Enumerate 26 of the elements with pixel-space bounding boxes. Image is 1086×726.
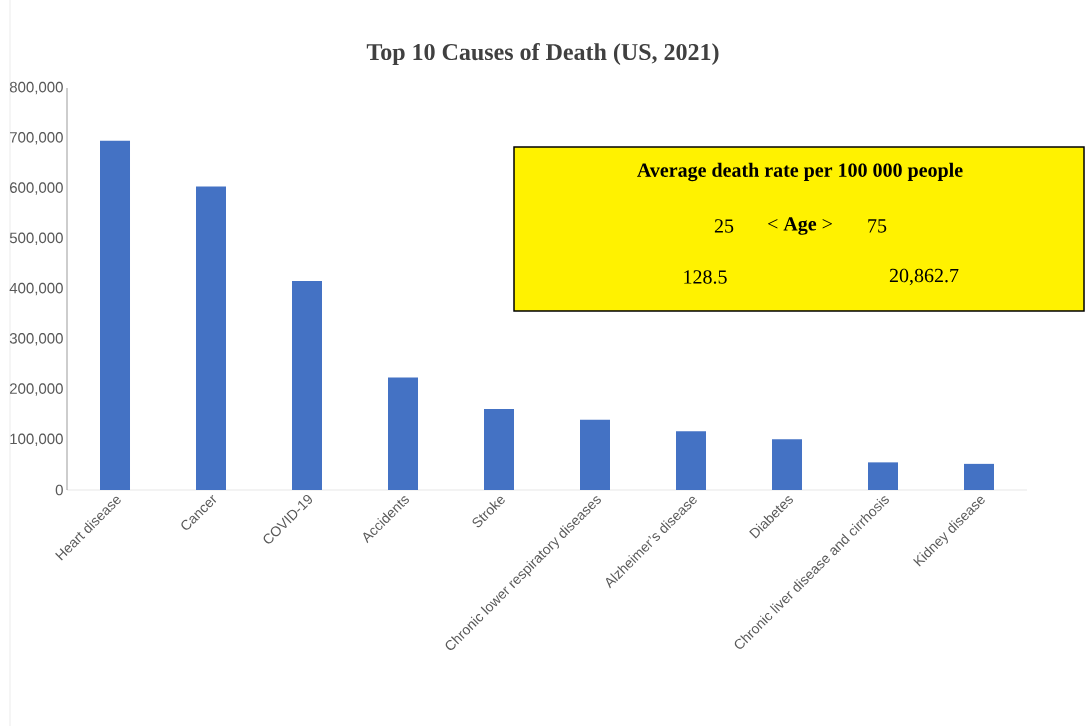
- y-tick-label: 700,000: [10, 132, 63, 145]
- annotation: 128.5: [684, 270, 727, 284]
- y-tick-label: 300,000: [9, 333, 63, 346]
- annotation: Average death rate per 100 000 people: [637, 162, 963, 182]
- bar: [676, 431, 707, 490]
- bar: [388, 377, 418, 490]
- annotation: 25: [714, 219, 734, 233]
- y-tick-label: 400,000: [9, 282, 63, 296]
- annotation: 20,862.7: [889, 268, 959, 286]
- bar: [196, 186, 226, 490]
- bar: [964, 463, 994, 490]
- y-tick-label: 600,000: [10, 182, 63, 195]
- bar: [772, 439, 802, 490]
- y-tick-label: 200,000: [10, 383, 63, 396]
- y-tick-label: 100,000: [10, 433, 63, 446]
- y-tick-label: 500,000: [9, 232, 63, 245]
- annotation: < Age >: [768, 217, 832, 235]
- bar: [868, 462, 898, 490]
- y-tick-label: 0: [55, 484, 63, 496]
- bar: [292, 280, 322, 490]
- bar: [484, 409, 514, 490]
- chart-title: Top 10 Causes of Death (US, 2021): [366, 43, 719, 65]
- annotation: 75: [868, 219, 887, 233]
- bar: [100, 140, 130, 490]
- bar: [580, 419, 610, 490]
- y-tick-label: 800,000: [9, 81, 63, 95]
